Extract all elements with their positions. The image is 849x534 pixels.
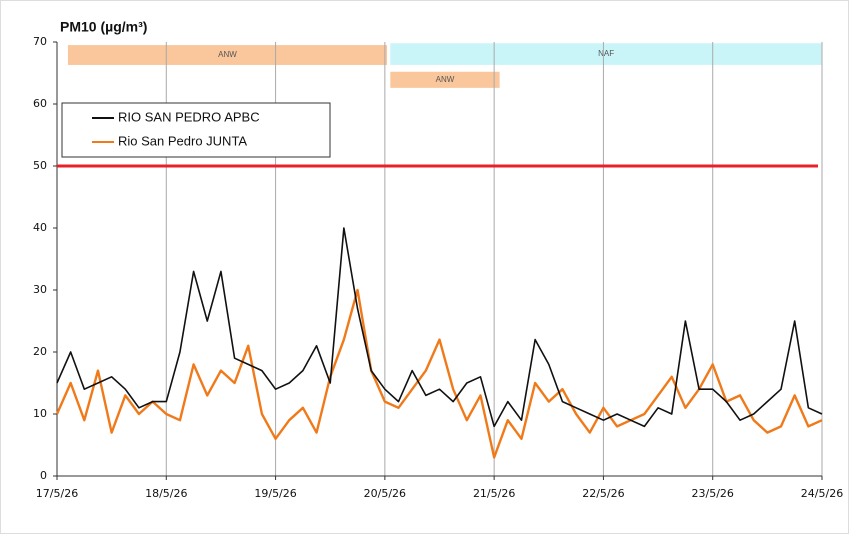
period-label: ANW	[436, 75, 455, 84]
chart-title: PM10 (µg/m³)	[60, 19, 147, 35]
x-tick-label: 22/5/26	[582, 487, 624, 500]
y-tick-label: 10	[33, 407, 47, 420]
series-line	[56, 227, 823, 428]
period-band	[67, 45, 388, 65]
period-band	[390, 43, 822, 65]
y-tick-label: 0	[40, 469, 47, 482]
x-tick-label: 21/5/26	[473, 487, 515, 500]
x-tick-label: 23/5/26	[692, 487, 734, 500]
period-band	[390, 71, 500, 88]
period-label: NAF	[598, 49, 614, 58]
x-tick-label: 24/5/26	[801, 487, 843, 500]
legend-label: RIO SAN PEDRO APBC	[118, 109, 260, 124]
y-tick-label: 40	[33, 221, 47, 234]
x-tick-label: 19/5/26	[254, 487, 296, 500]
y-tick-label: 50	[33, 159, 47, 172]
legend-label: Rio San Pedro JUNTA	[118, 133, 247, 148]
y-tick-label: 20	[33, 345, 47, 358]
y-tick-label: 70	[33, 35, 47, 48]
x-tick-label: 18/5/26	[145, 487, 187, 500]
legend-box	[61, 102, 331, 158]
series-line	[55, 288, 823, 459]
y-tick-label: 30	[33, 283, 47, 296]
x-tick-label: 20/5/26	[364, 487, 406, 500]
x-tick-label: 17/5/26	[36, 487, 78, 500]
period-label: ANW	[218, 50, 237, 59]
y-tick-label: 60	[33, 97, 47, 110]
